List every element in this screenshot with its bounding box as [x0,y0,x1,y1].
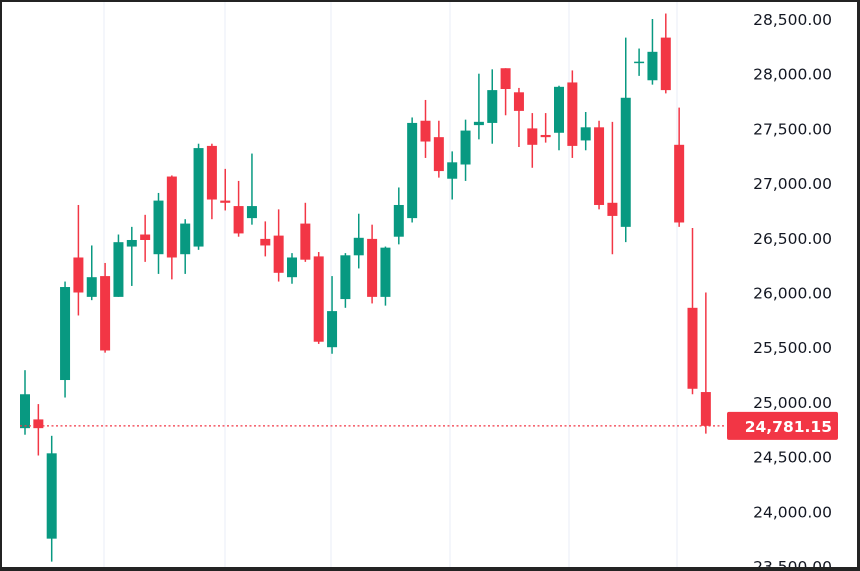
price-axis-tick: 25,500.00 [753,339,832,357]
candle [460,119,471,181]
candle [287,253,297,284]
price-axis-tick: 24,500.00 [753,449,832,467]
candle [180,219,191,274]
candle [166,175,177,280]
candle [233,180,244,237]
candle [353,213,364,269]
price-axis-tick: 28,000.00 [753,66,832,84]
price-axis-tick: 27,500.00 [753,120,832,138]
candle [567,70,578,158]
candle [220,168,231,211]
vertical-grid-lines [103,2,678,567]
candle [527,113,538,168]
candle [113,234,124,297]
candle [380,246,391,306]
candle-series [20,13,711,562]
candle [86,245,97,301]
price-axis-tick: 25,000.00 [753,394,832,412]
candle [580,111,591,151]
candle [687,227,698,395]
price-axis-tick: 27,000.00 [753,175,832,193]
price-axis-tick: 28,500.00 [753,11,832,29]
candle [73,204,84,316]
candle [473,73,484,140]
price-axis-tick: 24,000.00 [753,503,832,521]
candle [433,120,444,178]
candle [153,192,164,274]
candle [620,37,631,243]
candle [140,214,151,262]
candle [33,404,44,456]
candle [340,253,351,308]
candle [20,370,30,435]
candle [554,85,564,151]
candle [540,113,551,143]
price-axis-tick: 26,500.00 [753,230,832,248]
candle [313,252,324,344]
price-axis[interactable]: 28,500.00 28,000.00 27,500.00 27,000.00 26,5… [753,11,832,567]
candle [660,13,671,94]
candle [500,68,511,116]
price-axis-tick: 23,500.00 [753,558,832,567]
last-price-badge: 24,781.15 [727,411,838,440]
candle [300,202,311,262]
candle [700,292,711,434]
candle [327,276,338,354]
candle [674,107,685,227]
candle [407,117,418,223]
candle [607,121,618,255]
candle [420,99,431,158]
candle [447,151,458,200]
candle [260,221,271,257]
candle [193,143,204,250]
candle [60,281,71,398]
last-price-value: 24,781.15 [745,418,832,436]
candle [100,262,111,353]
candle [126,226,137,286]
candle [594,120,605,210]
candle [46,435,57,562]
candle [206,143,217,220]
candle [367,224,378,304]
candle [246,153,257,225]
candle [513,87,524,147]
candle [273,209,284,282]
price-axis-tick: 26,000.00 [753,285,832,303]
candle [487,69,498,144]
candle [647,19,658,85]
candle [634,48,645,76]
candle [393,187,404,245]
